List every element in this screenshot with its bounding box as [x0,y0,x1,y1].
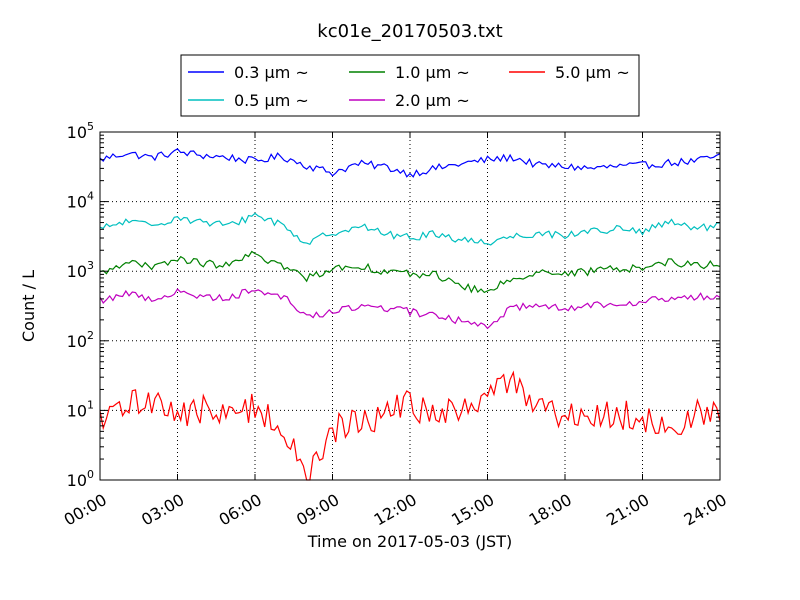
legend-label: 2.0 μm ~ [395,91,470,110]
y-axis-label: Count / L [19,270,38,342]
y-tick-label: 102 [67,329,94,351]
y-tick-label: 100 [67,468,94,490]
y-tick-label: 101 [67,398,94,420]
series-line-3 [99,250,721,294]
legend-label: 0.3 μm ~ [234,63,309,82]
legend-label: 5.0 μm ~ [555,63,630,82]
series-line-5 [99,370,721,481]
series-lines [99,148,721,481]
y-tick-labels: 100 101 102 103 104 105 [67,120,94,490]
y-tick-label: 103 [67,259,94,281]
chart-title: kc01e_20170503.txt [317,21,502,42]
legend-label: 0.5 μm ~ [234,91,309,110]
legend: 0.3 μm ~ 0.5 μm ~ 1.0 μm ~ 2.0 μm ~ 5.0 μm ~ [180,54,640,117]
series-line-4 [99,288,721,330]
series-line-1 [99,148,721,178]
series-line-2 [99,212,721,246]
y-tick-label: 105 [67,120,94,142]
legend-label: 1.0 μm ~ [395,63,470,82]
y-tick-label: 104 [67,190,94,212]
ticks [99,131,721,481]
legend-box [180,54,640,117]
x-axis-label: Time on 2017-05-03 (JST) [307,532,512,551]
